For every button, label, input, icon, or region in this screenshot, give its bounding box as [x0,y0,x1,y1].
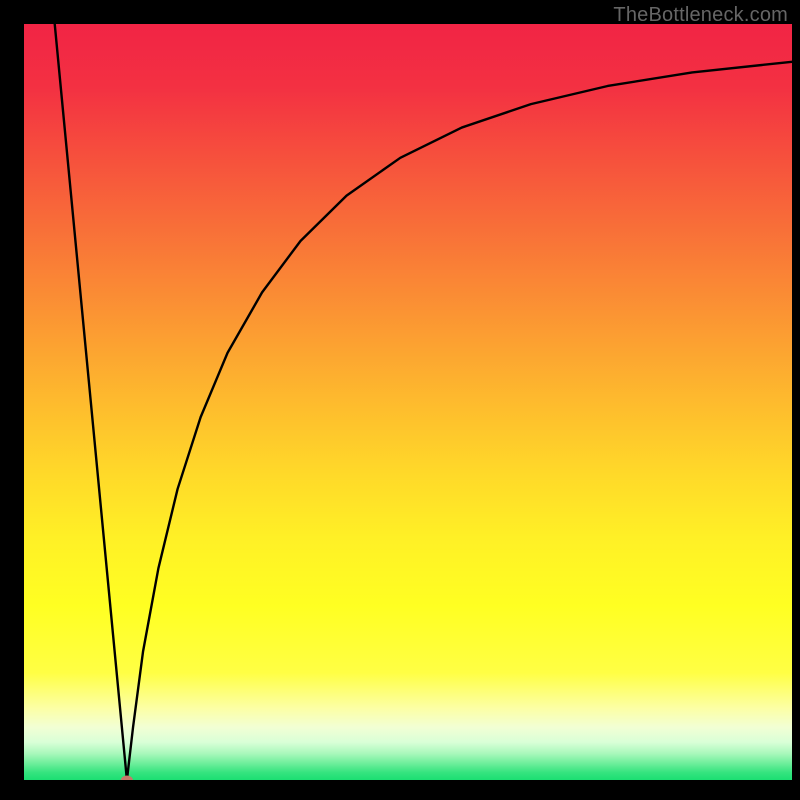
chart-plot-area [24,24,792,780]
minimum-marker [121,776,133,781]
watermark-text: TheBottleneck.com [613,4,788,27]
chart-curve [55,24,792,780]
chart-svg [24,24,792,780]
